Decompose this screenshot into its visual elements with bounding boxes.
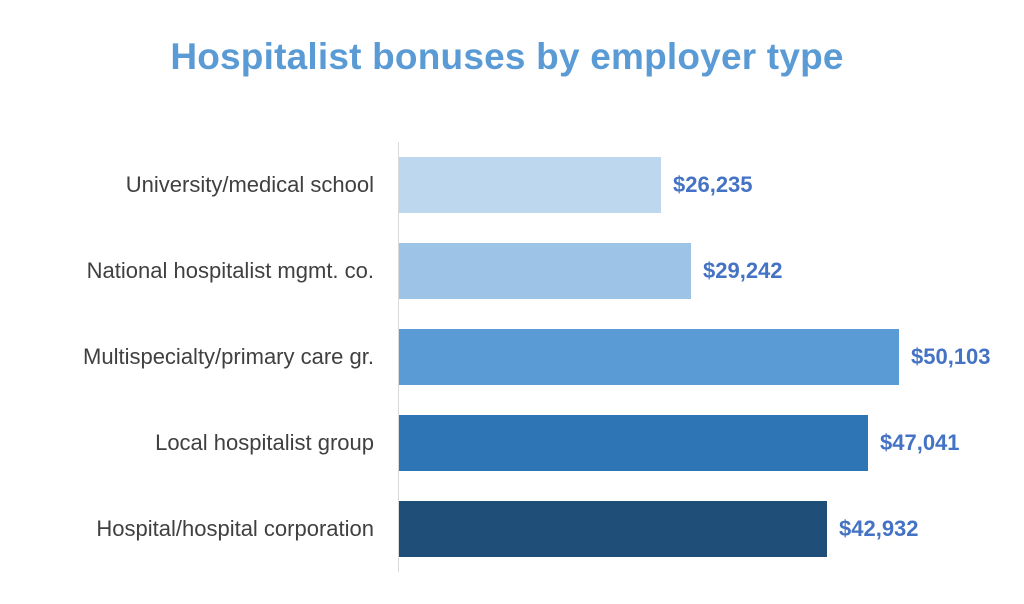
category-label: National hospitalist mgmt. co. [86,258,374,283]
category-label: Local hospitalist group [155,430,374,455]
bar-row-university: University/medical school $26,235 [0,157,1024,213]
value-label: $26,235 [673,172,753,197]
bar-university [399,157,661,213]
bar-row-national-mgmt: National hospitalist mgmt. co. $29,242 [0,243,1024,299]
category-label: Multispecialty/primary care gr. [83,344,374,369]
bar-row-hospital-corp: Hospital/hospital corporation $42,932 [0,501,1024,557]
value-label: $47,041 [880,430,960,455]
category-label: University/medical school [125,172,374,197]
value-label: $50,103 [911,344,991,369]
value-label: $29,242 [703,258,783,283]
category-axis-line [398,142,399,572]
bar-hospital-corp [399,501,827,557]
bar-row-multispecialty: Multispecialty/primary care gr. $50,103 [0,329,1024,385]
value-label: $42,932 [839,516,919,541]
bar-row-local-group: Local hospitalist group $47,041 [0,415,1024,471]
category-label: Hospital/hospital corporation [96,516,374,541]
bar-multispecialty [399,329,899,385]
bar-national-mgmt [399,243,691,299]
chart-title: Hospitalist bonuses by employer type [170,36,844,77]
bar-local-group [399,415,868,471]
